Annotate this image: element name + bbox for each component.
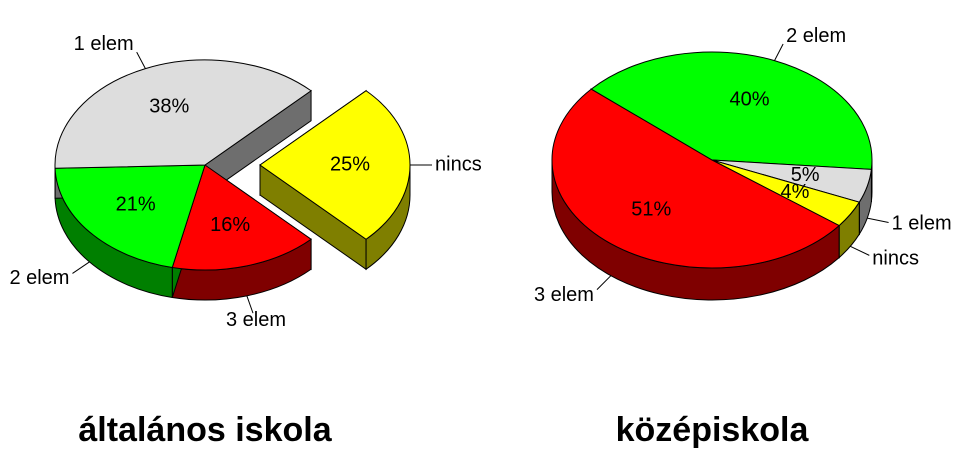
leader-line — [136, 51, 146, 69]
value-label: 5% — [791, 164, 820, 186]
category-label: nincs — [435, 153, 482, 175]
pie-slice — [590, 51, 873, 170]
chart-title: középiskola — [616, 411, 810, 449]
leader-line — [774, 43, 784, 61]
category-label: 2 elem — [9, 267, 69, 289]
chart-title: általános iskola — [78, 411, 332, 449]
value-label: 21% — [116, 193, 156, 215]
category-label: 3 elem — [226, 309, 286, 331]
value-label: 38% — [149, 95, 189, 117]
category-label: 3 elem — [534, 284, 594, 306]
category-label: 2 elem — [786, 25, 846, 47]
category-label: 1 elem — [74, 33, 134, 55]
leader-line — [246, 295, 254, 314]
leader-line — [72, 261, 90, 274]
value-label: 51% — [631, 198, 671, 220]
value-label: 4% — [781, 181, 810, 203]
leader-line — [850, 245, 870, 256]
value-label: 25% — [330, 153, 370, 175]
leader-line — [867, 217, 889, 223]
pie-slice — [551, 88, 840, 269]
category-label: 1 elem — [892, 213, 952, 235]
value-label: 16% — [210, 214, 250, 236]
value-label: 40% — [729, 89, 769, 111]
pie-slice — [54, 164, 206, 269]
pie-slice — [171, 164, 312, 271]
category-label: nincs — [872, 248, 919, 270]
leader-line — [596, 275, 612, 290]
